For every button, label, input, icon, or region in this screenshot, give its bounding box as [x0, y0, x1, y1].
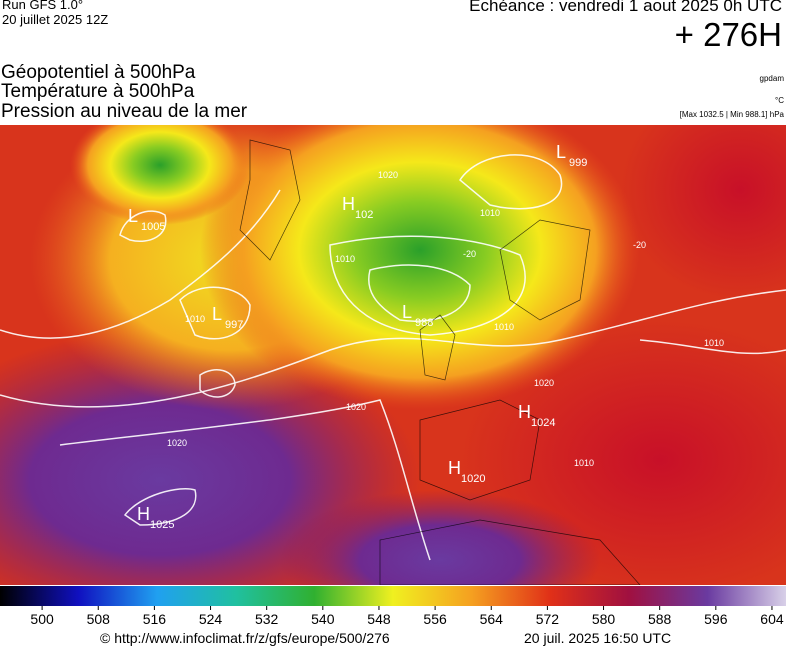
contour-label: 1010: [494, 322, 514, 332]
colorbar-tick-label: 524: [199, 611, 223, 627]
pressure-value: 1025: [150, 519, 174, 531]
unit-label: gpdam: [759, 74, 784, 83]
colorbar-tick-label: 516: [143, 611, 167, 627]
pressure-letter: L: [402, 302, 412, 322]
contour-label: 1010: [574, 458, 594, 468]
pressure-letter: H: [518, 402, 531, 422]
field-name: Géopotentiel à 500hPa: [1, 62, 196, 83]
pressure-letter: L: [556, 142, 566, 162]
contour-label: 1020: [534, 378, 554, 388]
pressure-value: 988: [415, 317, 433, 329]
contour-label: 1010: [185, 314, 205, 324]
contour-label: 1010: [480, 208, 500, 218]
pressure-value: 102: [355, 209, 373, 221]
contour-label: 1010: [335, 254, 355, 264]
colorbar: [0, 586, 786, 606]
colorbar-tick-label: 540: [311, 611, 335, 627]
colorbar-tick-label: 532: [255, 611, 279, 627]
map-field: [0, 125, 786, 585]
footer-timestamp: 20 juil. 2025 16:50 UTC: [524, 630, 671, 646]
field-name: Température à 500hPa: [1, 81, 195, 102]
run-label: Run GFS 1.0°: [2, 0, 84, 12]
pressure-value: 997: [225, 319, 243, 331]
contour-label: 1020: [378, 170, 398, 180]
colorbar-tick-label: 572: [536, 611, 560, 627]
forecast-time: Echéance : vendredi 1 aout 2025 0h UTC: [469, 0, 782, 15]
pressure-value: 999: [569, 157, 587, 169]
colorbar-tick-label: 508: [87, 611, 111, 627]
colorbar-tick-label: 500: [30, 611, 54, 627]
lead-time: + 276H: [674, 16, 782, 53]
pressure-letter: H: [448, 458, 461, 478]
run-date: 20 juillet 2025 12Z: [2, 12, 109, 27]
pressure-value: 1020: [461, 473, 485, 485]
pressure-value: 1005: [141, 221, 165, 233]
contour-label: 1010: [704, 338, 724, 348]
colorbar-tick-label: 596: [704, 611, 728, 627]
colorbar-tick-label: 580: [592, 611, 616, 627]
footer-source: © http://www.infoclimat.fr/z/gfs/europe/…: [100, 630, 390, 646]
contour-label: -20: [463, 249, 476, 259]
colorbar-tick-label: 564: [480, 611, 504, 627]
colorbar-tick-label: 588: [648, 611, 672, 627]
pressure-letter: H: [342, 194, 355, 214]
field-name: Pression au niveau de la mer: [1, 101, 248, 122]
colorbar-tick-label: 548: [367, 611, 391, 627]
pressure-letter: H: [137, 504, 150, 524]
pressure-value: 1024: [531, 417, 555, 429]
colorbar-tick-label: 604: [760, 611, 784, 627]
pressure-letter: L: [212, 304, 222, 324]
unit-label: °C: [775, 96, 784, 105]
contour-label: 1020: [346, 402, 366, 412]
contour-label: -20: [633, 240, 646, 250]
pressure-letter: L: [128, 206, 138, 226]
contour-label: 1020: [167, 438, 187, 448]
colorbar-tick-label: 556: [423, 611, 447, 627]
unit-label: [Max 1032.5 | Min 988.1] hPa: [679, 110, 784, 119]
